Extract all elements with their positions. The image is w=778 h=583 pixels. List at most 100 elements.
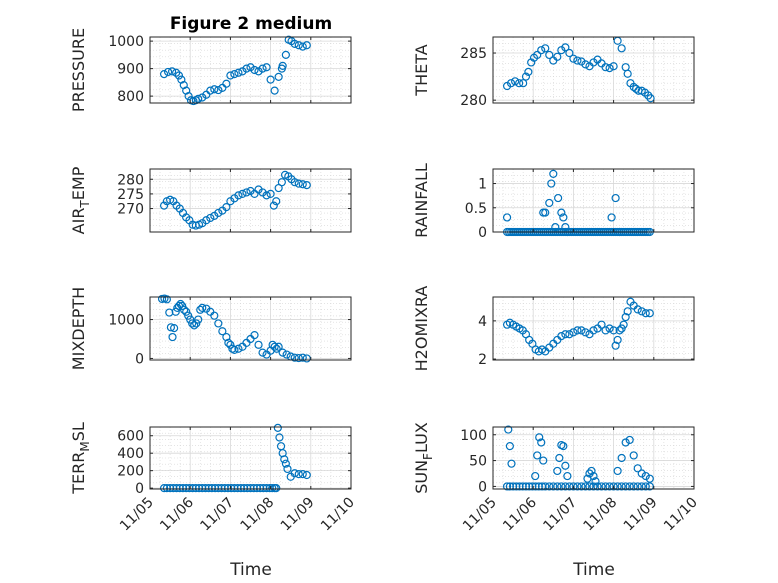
y-tick-label: 900 [117, 62, 144, 78]
data-point [176, 299, 185, 309]
data-point [274, 342, 283, 351]
data-series [502, 36, 655, 103]
data-point [524, 67, 533, 76]
data-point [621, 312, 630, 322]
data-point [278, 61, 287, 70]
data-point [553, 52, 562, 61]
data-point [561, 223, 570, 232]
data-point [226, 71, 235, 80]
y-axis-label-part: AIR [69, 208, 88, 235]
data-point [617, 482, 626, 491]
data-point [601, 63, 610, 72]
data-point [196, 305, 205, 314]
data-point [611, 341, 620, 350]
y-tick-label: 280 [117, 172, 144, 188]
subplot-rainfall: 0 0.5 1 RAINFALL [412, 163, 695, 241]
data-point [210, 85, 219, 94]
subplot-mixdepth: 0 1000 MIXDEPTH [69, 287, 352, 370]
data-point [549, 169, 558, 178]
data-point [554, 193, 563, 203]
data-point [294, 470, 303, 479]
data-point [629, 451, 638, 460]
data-point [218, 327, 227, 336]
y-tick-label: 275 [117, 187, 144, 203]
data-point [561, 330, 570, 339]
figure-title: Figure 2 medium [170, 14, 332, 34]
data-point [601, 482, 610, 491]
data-point [541, 208, 550, 217]
y-axis-label: PRESSURE [69, 28, 88, 112]
data-point [274, 72, 283, 81]
data-point [184, 311, 193, 320]
data-point [206, 86, 215, 95]
y-tick-label: 1000 [108, 313, 144, 329]
data-point [605, 324, 614, 333]
data-point [601, 326, 610, 335]
data-point [192, 319, 201, 328]
data-point [262, 191, 271, 200]
data-point [230, 70, 239, 79]
data-point [174, 71, 184, 80]
data-point [281, 459, 290, 468]
data-point [641, 471, 650, 481]
y-tick-label: 0 [478, 225, 487, 241]
data-series [159, 423, 311, 493]
x-axis-label-left: Time [229, 560, 272, 580]
data-point [557, 482, 566, 491]
data-series [157, 294, 311, 363]
data-point [573, 56, 582, 65]
data-point [170, 324, 179, 333]
data-point [555, 453, 564, 463]
y-tick-label: 1000 [108, 34, 144, 50]
data-point [561, 461, 570, 470]
data-point [250, 65, 259, 75]
data-point [238, 189, 247, 199]
y-axis-label-part: TERR [69, 452, 88, 495]
y-tick-label: 2 [478, 352, 487, 368]
data-point [629, 482, 638, 491]
data-point [605, 482, 614, 491]
data-point [294, 353, 303, 363]
data-point [275, 433, 284, 442]
data-point [569, 482, 578, 491]
data-point [515, 79, 524, 88]
data-point [593, 482, 602, 491]
data-point [174, 301, 184, 311]
data-point [617, 44, 626, 53]
y-axis-label: TERRMSL [69, 422, 92, 495]
y-tick-label: 0 [478, 479, 487, 495]
data-point [250, 331, 259, 340]
data-point [266, 189, 275, 199]
data-point [506, 79, 516, 88]
data-point [589, 482, 598, 491]
data-point [561, 43, 570, 52]
data-point [168, 67, 177, 76]
data-point [625, 435, 634, 445]
data-point [637, 307, 646, 316]
data-point [541, 44, 550, 53]
data-point [621, 438, 630, 447]
data-point [234, 191, 243, 200]
data-point [632, 84, 641, 93]
data-point [559, 442, 568, 451]
y-tick-label: 800 [117, 89, 144, 105]
data-point [298, 353, 307, 362]
data-point [581, 60, 590, 69]
data-point [198, 303, 207, 312]
data-series [159, 35, 311, 106]
data-point [281, 50, 290, 59]
y-axis-label-part: LUX [412, 422, 431, 453]
data-point [637, 482, 646, 491]
data-point [551, 223, 560, 232]
data-point [633, 464, 642, 473]
y-axis-label-subscript: T [78, 200, 92, 209]
data-point [278, 348, 287, 357]
data-point [553, 466, 562, 476]
data-point [611, 193, 620, 203]
data-point [226, 340, 235, 349]
data-point [294, 179, 303, 188]
data-point [563, 471, 572, 481]
